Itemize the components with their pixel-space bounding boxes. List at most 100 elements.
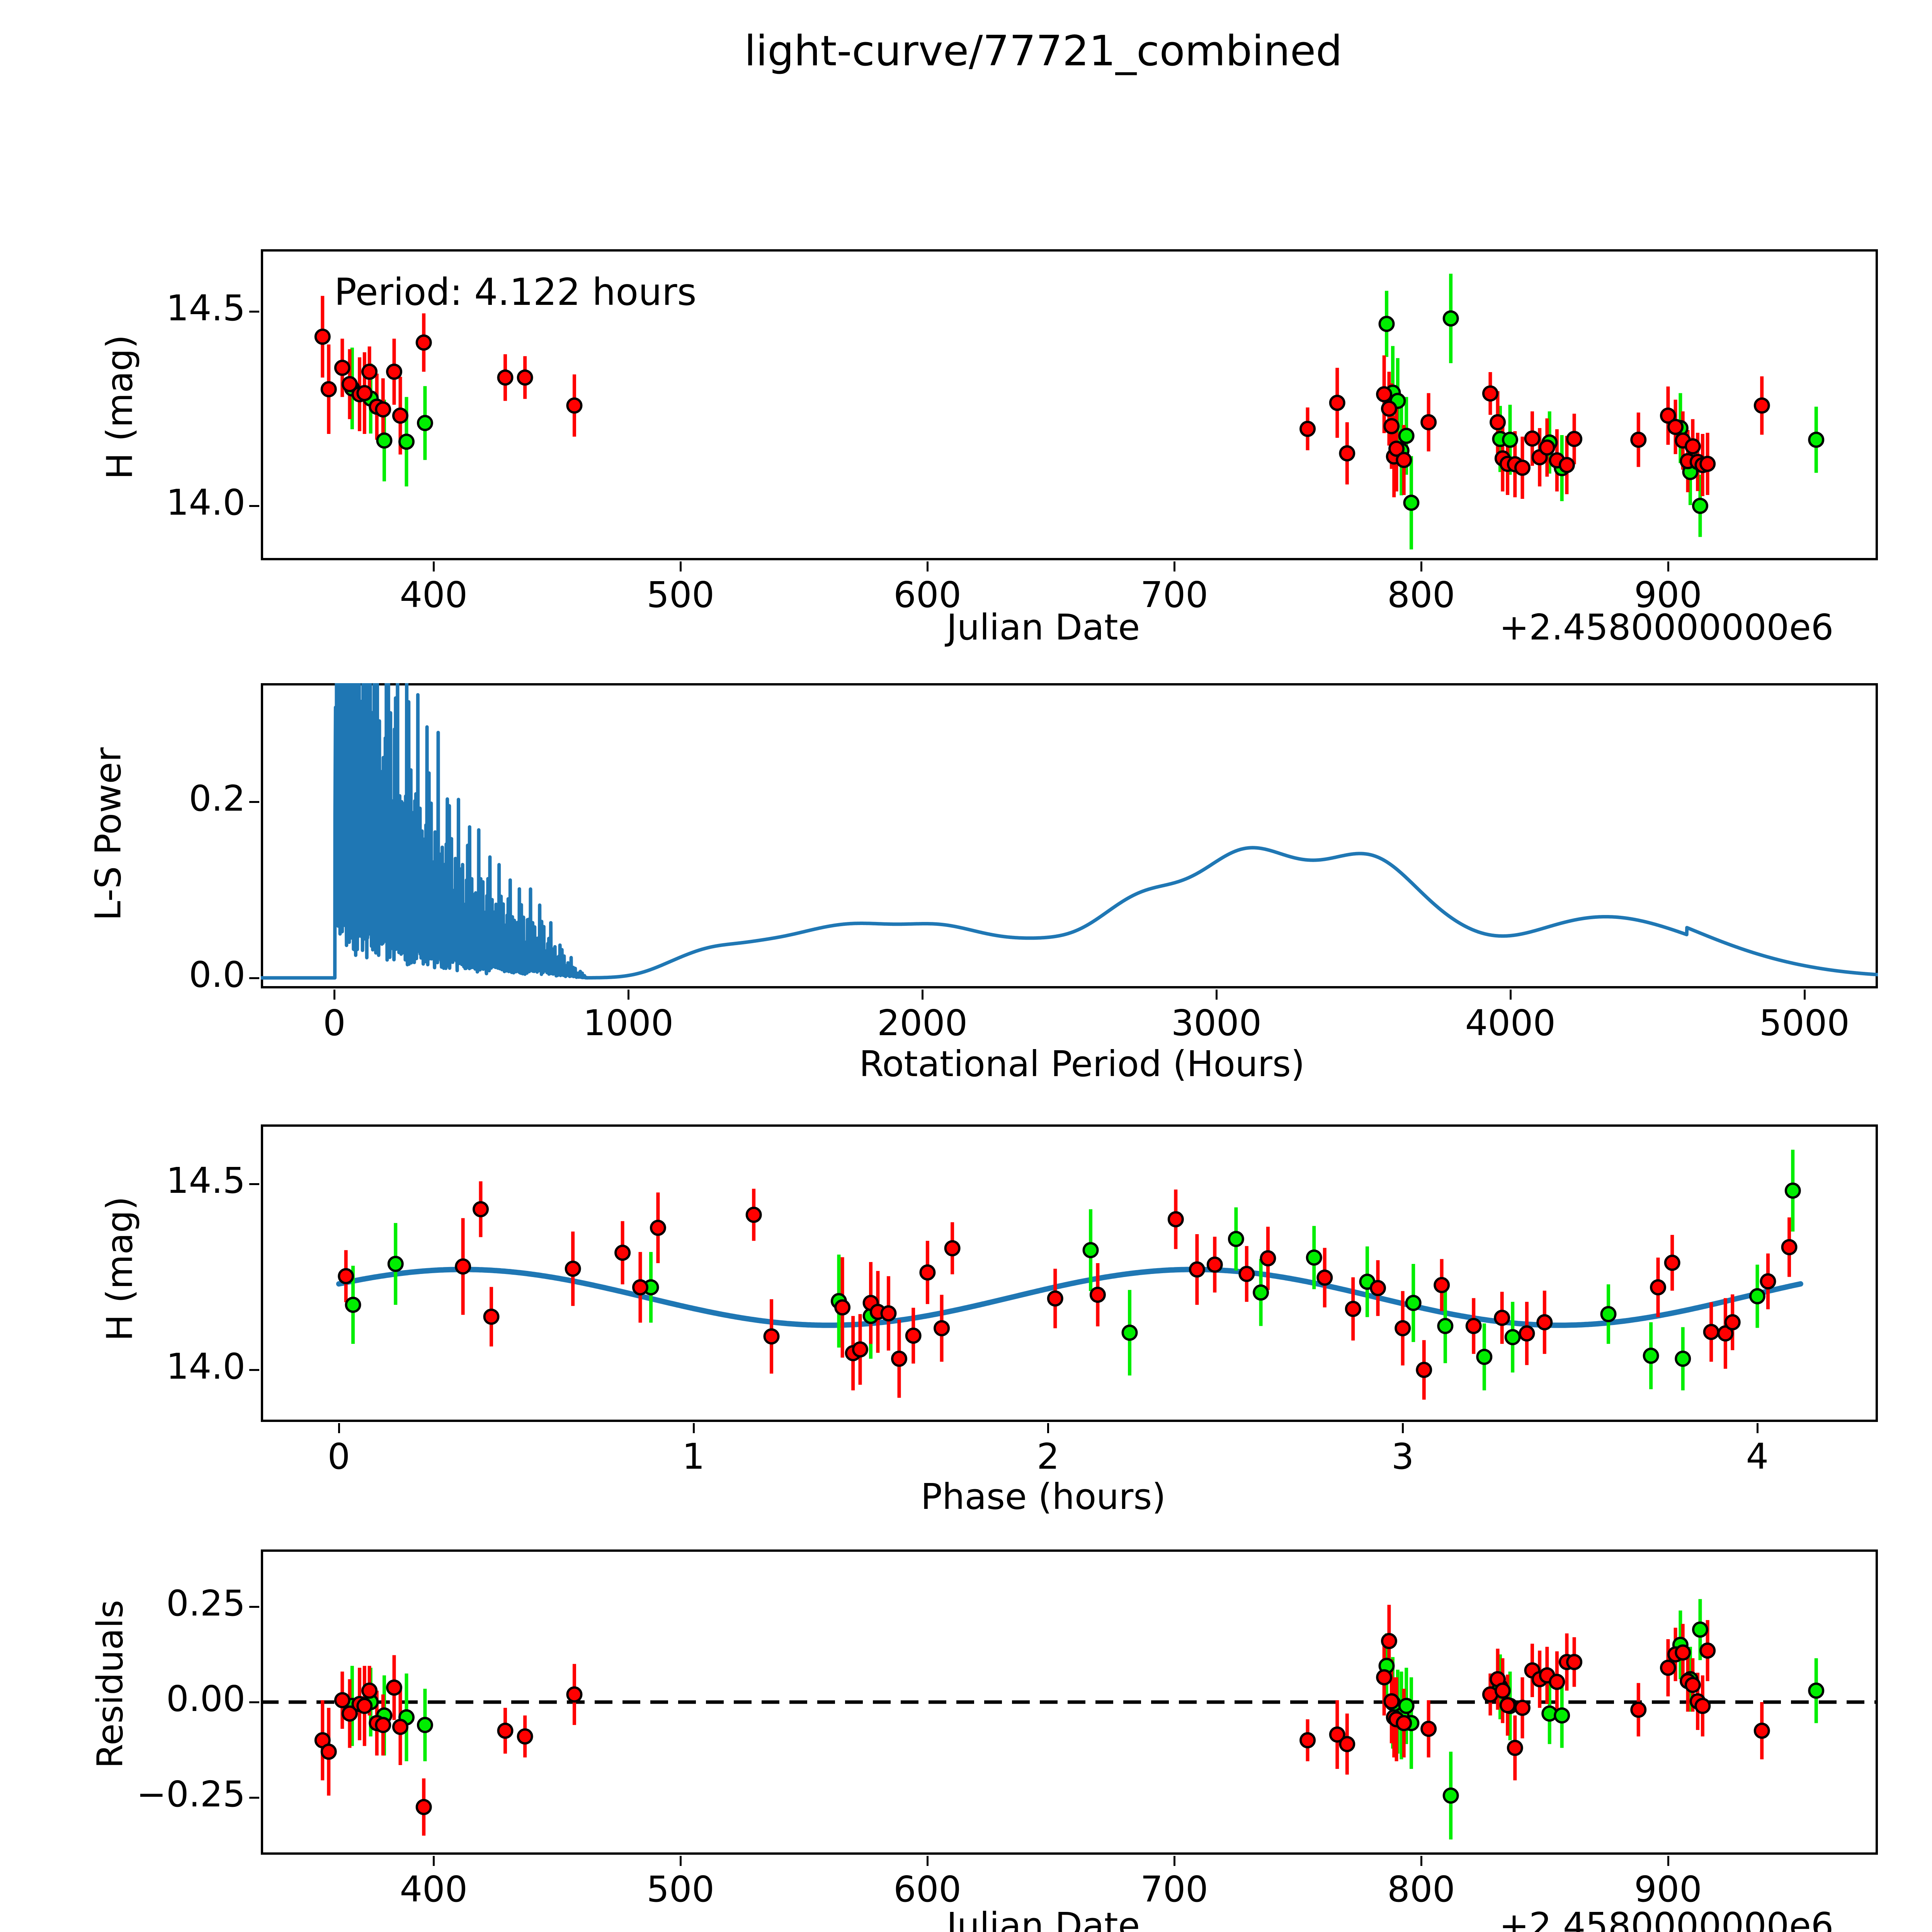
data-point [1675,1350,1691,1367]
residuals-xlabel: Julian Date [946,1905,1140,1932]
data-point [497,369,514,386]
ytick-mark [249,1796,259,1799]
xtick-mark [433,1856,435,1866]
data-point [1376,386,1393,403]
data-point [1684,1677,1701,1693]
data-point [1494,1682,1511,1699]
data-point [1717,1325,1734,1342]
data-point [1808,1682,1825,1699]
data-point [1339,1736,1355,1752]
data-point [1539,439,1555,456]
xtick-mark [333,990,336,1000]
lightcurve-offset-label: +2.4580000000e6 [1499,607,1834,648]
data-point [483,1308,500,1325]
xtick-mark [1509,990,1512,1000]
data-point [1664,1255,1680,1271]
data-point [417,415,433,431]
data-point [1660,1660,1676,1676]
data-point [632,1279,649,1296]
data-point [1749,1288,1765,1304]
data-point [1499,1697,1516,1713]
data-point [1238,1265,1255,1282]
xtick-mark [1756,1423,1759,1433]
data-point [342,1705,358,1722]
data-point [1514,459,1531,476]
xtick-mark [927,1856,929,1866]
data-point-group [314,1621,1825,1815]
ytick-label: 14.0 [166,1346,245,1388]
lightcurve-plot-area [314,274,1825,549]
data-point [338,1268,354,1284]
data-point [1089,1286,1106,1303]
data-point [1316,1269,1333,1286]
data-point [1388,440,1405,457]
data-point [1121,1325,1138,1341]
data-point [1781,1239,1798,1255]
xtick-mark [1215,990,1218,1000]
xtick-label: 1000 [583,1002,674,1044]
xtick-label: 500 [646,574,714,616]
data-point [517,369,533,386]
ytick-mark [249,1701,259,1703]
panel-phase-folded [261,1124,1878,1422]
residuals-offset-label: +2.4580000000e6 [1499,1905,1834,1932]
data-point [1383,1693,1400,1710]
xtick-mark [1420,1856,1422,1866]
data-point [1403,495,1420,511]
data-point [852,1341,869,1358]
data-point [334,1692,350,1709]
data-point [473,1201,489,1218]
data-point [1260,1250,1276,1267]
data-point [834,1299,851,1316]
data-point [1692,498,1708,514]
data-point [314,328,331,345]
data-point [1600,1306,1617,1322]
xtick-mark [680,1856,682,1866]
data-point [1692,1621,1708,1638]
data-point [919,1264,936,1281]
data-point [1630,432,1647,448]
ytick-label: 0.0 [189,954,245,995]
data-point [1784,1182,1801,1199]
xtick-label: 3000 [1171,1002,1262,1044]
lightcurve-xlabel: Julian Date [946,607,1140,648]
data-point [1684,438,1701,455]
xtick-label: 400 [400,574,468,616]
xtick-mark [1047,1423,1049,1433]
data-point [1345,1301,1361,1317]
data-point [320,1743,337,1760]
periodogram-plot-area [261,683,1878,980]
data-point [1507,1740,1523,1756]
xtick-label: 400 [400,1869,468,1910]
data-point [1434,1277,1450,1293]
ytick-label: −0.25 [136,1773,245,1815]
data-point [1724,1314,1741,1331]
data-point [1167,1211,1184,1228]
data-point [1416,1362,1432,1378]
data-point [1437,1318,1454,1334]
data-point [1206,1256,1223,1273]
data-point [1753,1723,1770,1739]
data-point [1398,1697,1415,1714]
xtick-mark [1173,561,1176,571]
xtick-mark [1402,1423,1404,1433]
data-point [1329,1726,1345,1743]
data-point [1808,432,1825,448]
data-point [1420,414,1437,430]
data-point [1189,1261,1205,1278]
data-point [345,1296,361,1313]
phase-plot-area [336,1150,1803,1400]
ytick-mark [249,505,259,507]
data-point [934,1320,950,1337]
data-point [1442,310,1459,327]
data-point [905,1327,922,1344]
data-point [1650,1279,1666,1296]
data-point [1703,1324,1719,1340]
data-point [1536,1314,1553,1331]
data-point [392,1719,408,1735]
xtick-mark [628,990,630,1000]
data-point [1082,1242,1099,1259]
data-point [517,1728,533,1745]
xtick-mark [1803,990,1806,1000]
phase-xlabel: Phase (hours) [920,1476,1166,1517]
